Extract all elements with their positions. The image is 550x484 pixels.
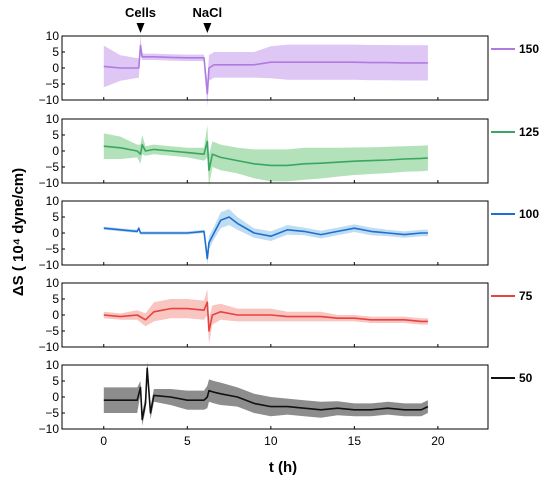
band-125	[103, 125, 428, 187]
nacl-annotation: NaCl	[193, 5, 223, 33]
nacl-label: NaCl	[193, 5, 223, 20]
y-tick-label: −10	[39, 340, 60, 354]
cells-arrow-icon	[136, 23, 145, 33]
cells-label: Cells	[125, 5, 156, 20]
y-tick-label: −5	[45, 406, 59, 420]
y-tick-label: 5	[52, 128, 59, 142]
y-tick-label: 0	[52, 61, 59, 75]
y-tick-label: 10	[46, 276, 60, 290]
y-tick-label: 10	[46, 358, 60, 372]
panel-75: −10 −5 0 5 10 75	[39, 276, 533, 354]
y-tick-label: 10	[46, 194, 60, 208]
band-75	[103, 289, 428, 344]
x-tick-label: 15	[348, 434, 362, 448]
series-line-75	[103, 301, 428, 332]
y-tick-label: −10	[39, 93, 60, 107]
y-tick-label: −5	[45, 242, 59, 256]
legend-label: 150	[519, 42, 539, 56]
y-tick-label: 5	[52, 45, 59, 59]
y-tick-label: −5	[45, 77, 59, 91]
y-tick-label: −5	[45, 324, 59, 338]
y-tick-label: 0	[52, 308, 59, 322]
y-tick-label: 5	[52, 292, 59, 306]
legend-50: 50	[491, 371, 533, 385]
y-tick-label: 0	[52, 390, 59, 404]
x-tick-label: 20	[431, 434, 445, 448]
band-50	[103, 361, 428, 426]
cells-annotation: Cells	[125, 5, 156, 33]
band-100	[103, 209, 428, 265]
y-tick-label: −5	[45, 160, 59, 174]
legend-label: 125	[519, 125, 539, 139]
y-tick-label: 10	[46, 29, 60, 43]
legend-label: 100	[519, 207, 539, 221]
y-tick-label: 0	[52, 226, 59, 240]
legend-label: 75	[519, 289, 533, 303]
y-tick-label: −10	[39, 176, 60, 190]
panel-125: −10 −5 0 5 10 125	[39, 112, 540, 190]
series-line-50	[103, 367, 429, 421]
panel-50: −10 −5 0 5 10 50	[39, 358, 533, 436]
legend-label: 50	[519, 371, 533, 385]
y-tick-label: 5	[52, 210, 59, 224]
y-tick-label: 0	[52, 144, 59, 158]
y-axis-title: ΔS ( 10⁴ dyne/cm)	[10, 168, 27, 296]
panel-150: −10 −5 0 5 10 150	[39, 29, 540, 107]
panel-100: −10 −5 0 5 10 100	[39, 194, 540, 272]
x-tick-label: 0	[100, 434, 107, 448]
x-tick-label: 10	[264, 434, 278, 448]
chart-panels: −10−50510150−10−50510125−10−50510100−10−…	[39, 29, 540, 436]
x-tick-label: 5	[184, 434, 191, 448]
y-tick-label: 10	[46, 112, 60, 126]
legend-150: 150	[491, 42, 539, 56]
x-axis-ticks: 0 5 10 15 20	[100, 434, 444, 448]
nacl-arrow-icon	[203, 23, 212, 33]
y-tick-label: −10	[39, 422, 60, 436]
y-tick-label: −10	[39, 258, 60, 272]
legend-75: 75	[491, 289, 533, 303]
y-tick-label: 5	[52, 374, 59, 388]
legend-125: 125	[491, 125, 539, 139]
band-150	[103, 36, 428, 107]
series-line-125	[103, 140, 428, 171]
x-axis-title: t (h)	[269, 459, 297, 476]
legend-100: 100	[491, 207, 539, 221]
series-line-100	[103, 216, 428, 260]
series-line-150	[103, 44, 428, 95]
